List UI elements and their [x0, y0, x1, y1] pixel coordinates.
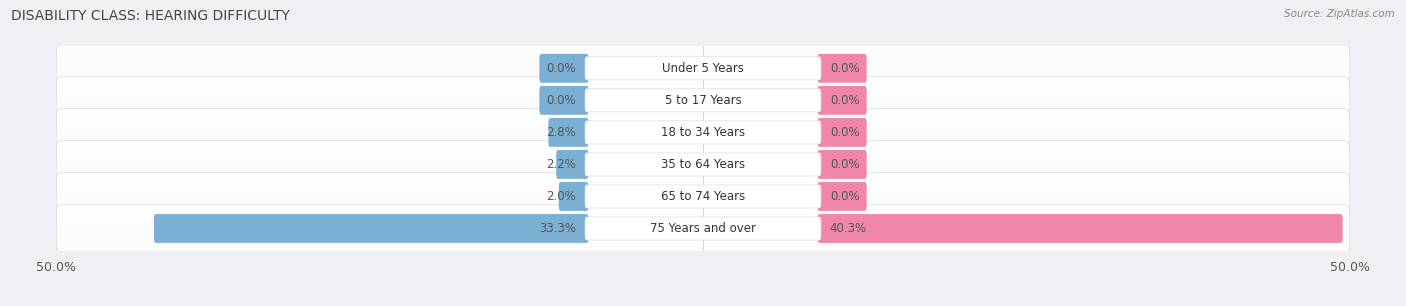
Text: 0.0%: 0.0% [830, 158, 859, 171]
Text: 0.0%: 0.0% [830, 190, 859, 203]
FancyBboxPatch shape [817, 54, 866, 83]
Text: 5 to 17 Years: 5 to 17 Years [665, 94, 741, 107]
FancyBboxPatch shape [817, 214, 1343, 243]
FancyBboxPatch shape [557, 150, 589, 179]
Text: DISABILITY CLASS: HEARING DIFFICULTY: DISABILITY CLASS: HEARING DIFFICULTY [11, 9, 290, 23]
FancyBboxPatch shape [585, 153, 821, 176]
FancyBboxPatch shape [540, 54, 589, 83]
Text: 35 to 64 Years: 35 to 64 Years [661, 158, 745, 171]
FancyBboxPatch shape [817, 182, 866, 211]
FancyBboxPatch shape [585, 89, 821, 112]
FancyBboxPatch shape [56, 109, 1350, 156]
Text: 2.0%: 2.0% [547, 190, 576, 203]
Text: Source: ZipAtlas.com: Source: ZipAtlas.com [1284, 9, 1395, 19]
FancyBboxPatch shape [548, 118, 589, 147]
FancyBboxPatch shape [56, 45, 1350, 92]
Text: 2.8%: 2.8% [547, 126, 576, 139]
Text: 0.0%: 0.0% [547, 62, 576, 75]
Text: 40.3%: 40.3% [830, 222, 868, 235]
FancyBboxPatch shape [585, 185, 821, 208]
FancyBboxPatch shape [585, 57, 821, 80]
Text: 0.0%: 0.0% [830, 126, 859, 139]
FancyBboxPatch shape [56, 77, 1350, 124]
Text: 18 to 34 Years: 18 to 34 Years [661, 126, 745, 139]
FancyBboxPatch shape [153, 214, 589, 243]
FancyBboxPatch shape [585, 121, 821, 144]
Text: Under 5 Years: Under 5 Years [662, 62, 744, 75]
FancyBboxPatch shape [817, 86, 866, 115]
FancyBboxPatch shape [56, 141, 1350, 188]
Text: 0.0%: 0.0% [830, 62, 859, 75]
FancyBboxPatch shape [540, 86, 589, 115]
Text: 33.3%: 33.3% [540, 222, 576, 235]
FancyBboxPatch shape [817, 150, 866, 179]
FancyBboxPatch shape [558, 182, 589, 211]
Text: 0.0%: 0.0% [547, 94, 576, 107]
FancyBboxPatch shape [56, 205, 1350, 252]
Text: 0.0%: 0.0% [830, 94, 859, 107]
Text: 2.2%: 2.2% [547, 158, 576, 171]
FancyBboxPatch shape [817, 118, 866, 147]
Text: 75 Years and over: 75 Years and over [650, 222, 756, 235]
FancyBboxPatch shape [585, 217, 821, 240]
FancyBboxPatch shape [56, 173, 1350, 220]
Text: 65 to 74 Years: 65 to 74 Years [661, 190, 745, 203]
